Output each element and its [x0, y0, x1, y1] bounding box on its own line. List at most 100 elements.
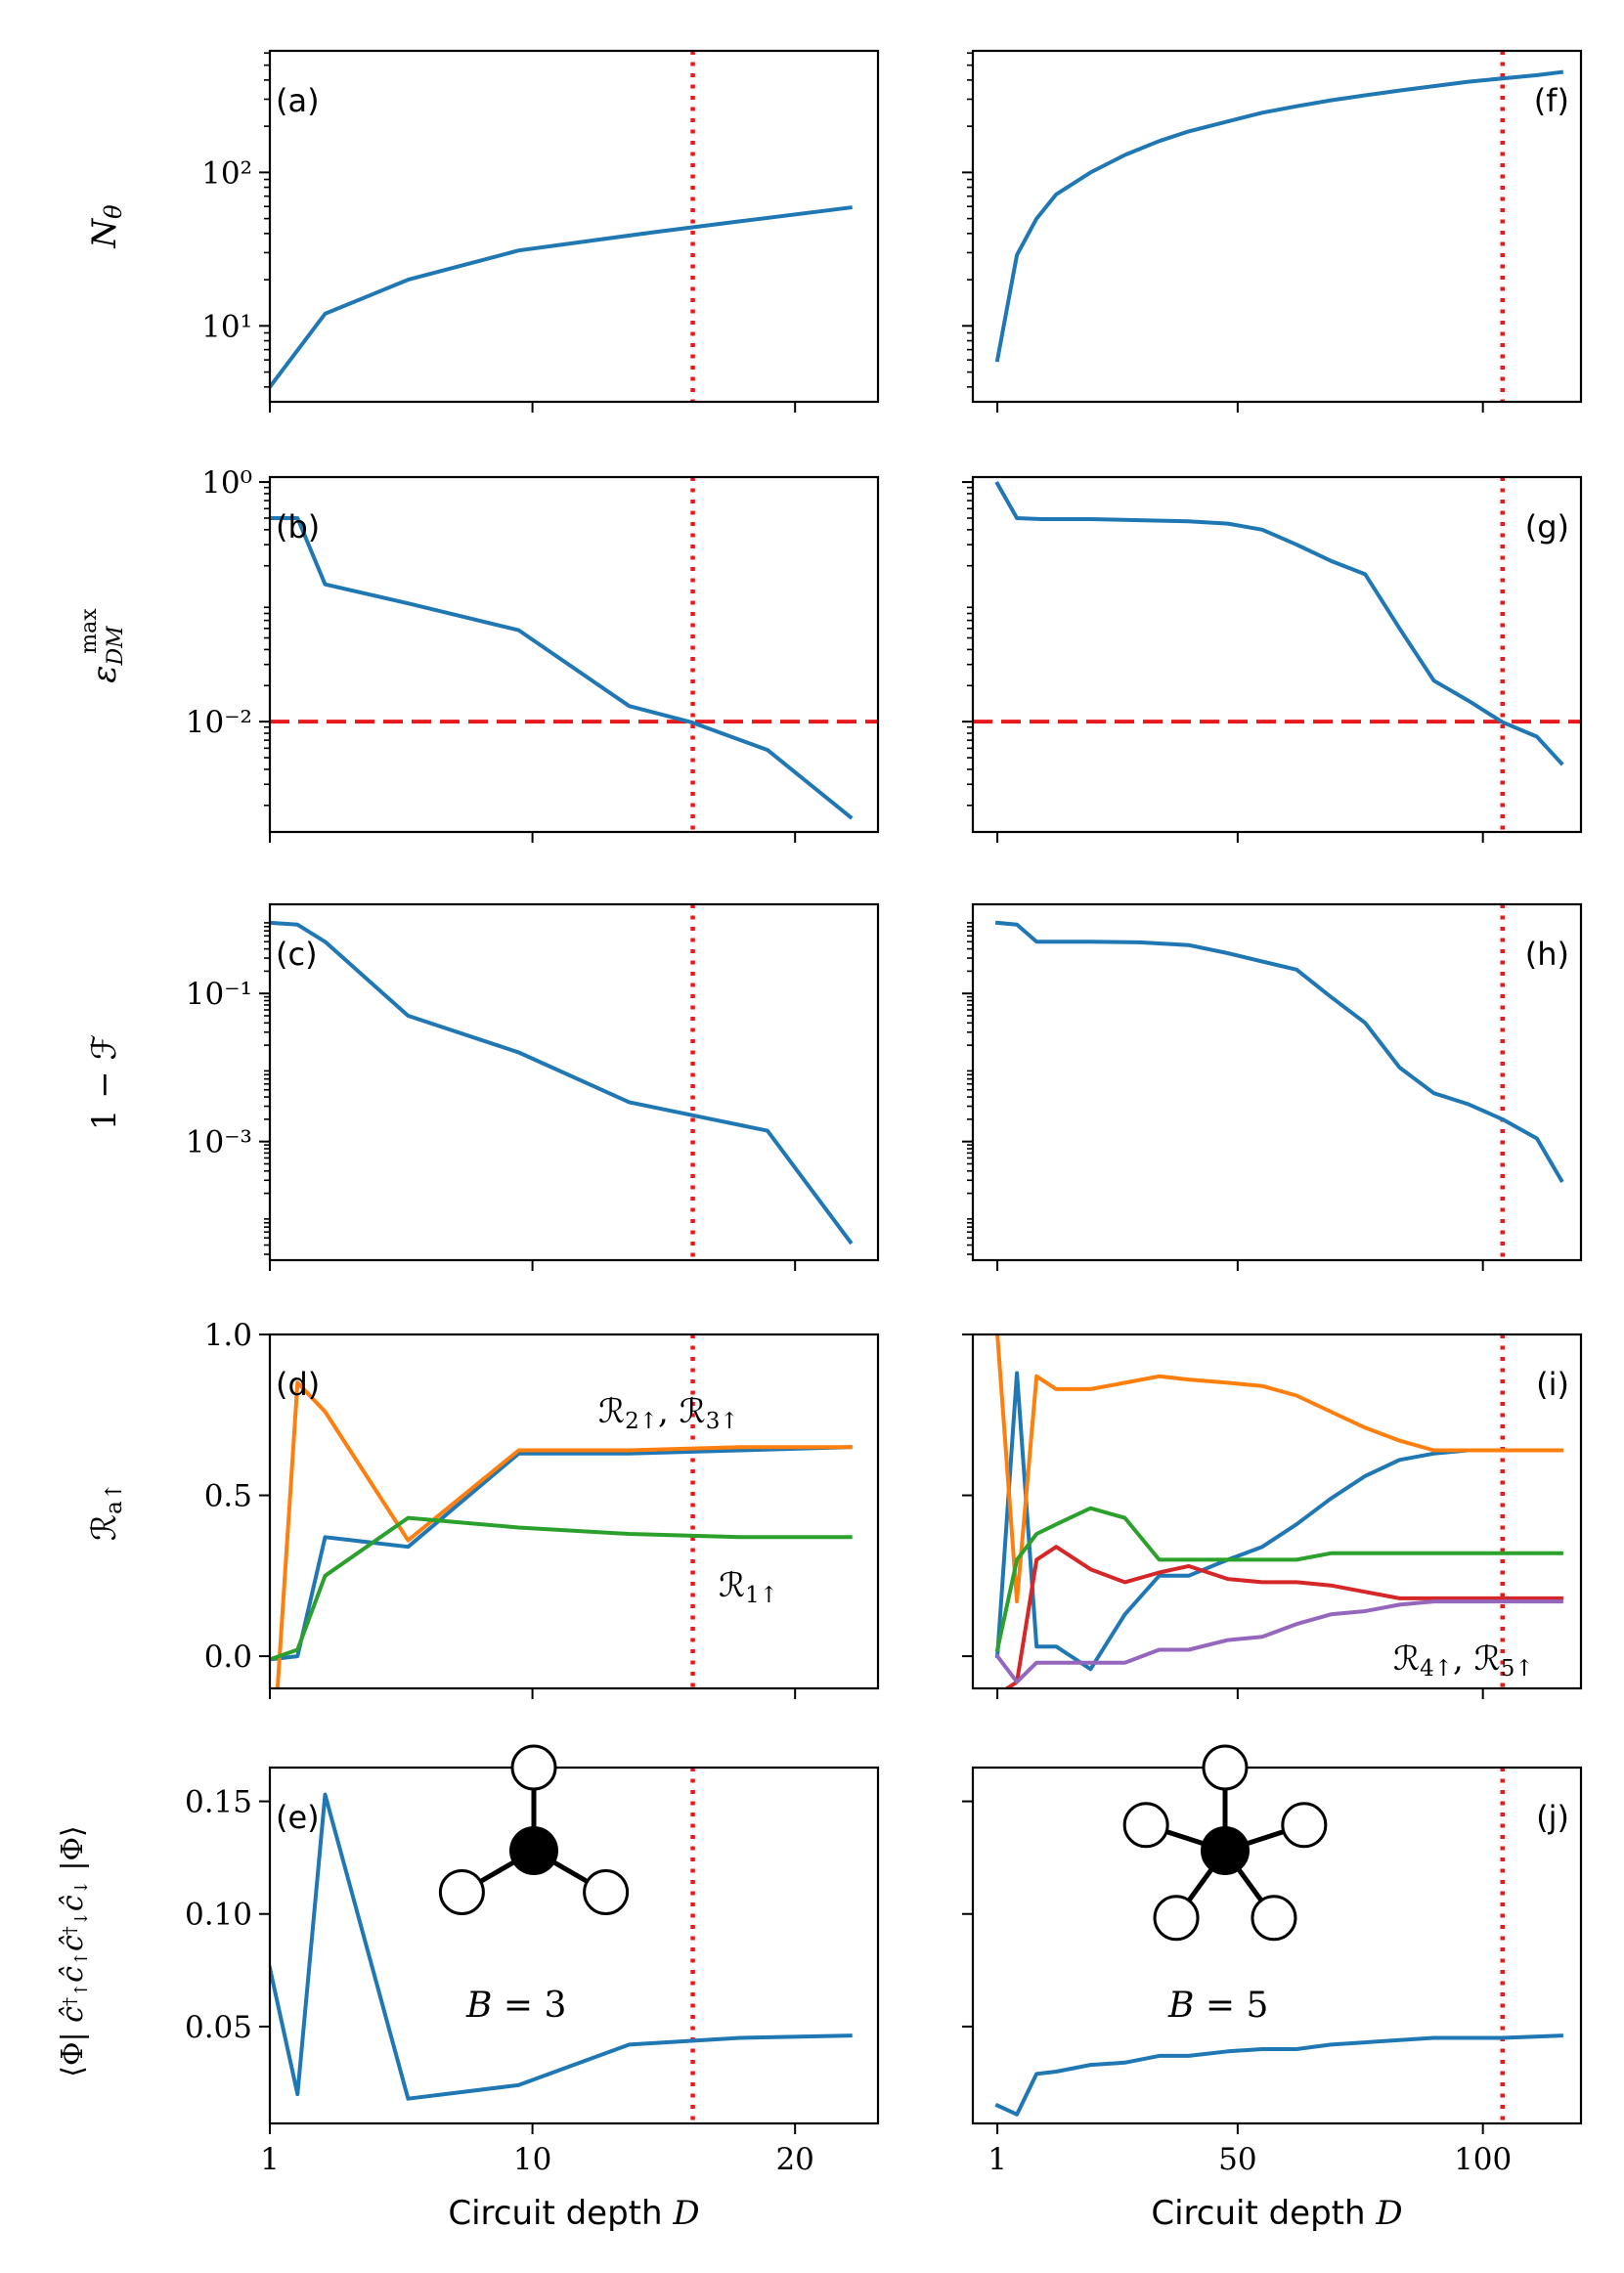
axes-frame — [268, 1333, 880, 1690]
series-group — [994, 69, 1564, 363]
panel-j: 1 50 100 (j) — [962, 1766, 1583, 2177]
y-axis-label: Nθ — [85, 204, 127, 249]
series-group — [270, 1792, 853, 2101]
panel-label: (a) — [276, 82, 320, 119]
series-line-blue — [994, 480, 1564, 766]
panel-label: (j) — [1536, 1799, 1569, 1836]
svg-text:max: max — [77, 608, 102, 654]
bath-site — [510, 1744, 557, 1791]
series-line-green — [994, 1506, 1563, 1652]
bath-site — [1281, 1802, 1328, 1849]
series-group — [270, 1380, 853, 1688]
panel-e: 0.05 0.10 0.15 1 10 20 (e) — [185, 1766, 880, 2177]
series-group — [994, 920, 1564, 1184]
panel-label: (b) — [276, 508, 320, 546]
panel-f: (f) — [962, 49, 1583, 413]
axes-frame — [268, 475, 880, 834]
bath-site — [1202, 1744, 1249, 1791]
series-line-orange — [995, 1334, 1563, 1604]
x-tick-label: 1 — [260, 2142, 280, 2177]
series-group — [270, 920, 854, 1246]
panel-b: 10⁰ 10⁻² (b) — [186, 465, 880, 843]
series-line-blue — [994, 920, 1564, 1184]
x-tick-label: 50 — [1218, 2142, 1256, 2177]
series-group — [994, 1334, 1563, 1688]
y-axis-label: ⟨Φ| ĉ†↑ĉ↑ĉ†↓ĉ↓ |Φ⟩ — [56, 1825, 92, 2077]
series-line-blue — [270, 516, 854, 820]
x-tick-label: 20 — [775, 2142, 813, 2177]
y-tick-label: 10⁻¹ — [186, 977, 252, 1012]
panel-d: 0.0 0.5 1.0 (d) — [204, 1318, 880, 1699]
svg-text:1 − ℱ: 1 − ℱ — [85, 1034, 124, 1130]
axes-frame — [971, 902, 1583, 1262]
y-tick-label: 0.0 — [204, 1639, 252, 1675]
panel-label: (i) — [1536, 1366, 1569, 1403]
panel-h: (h) — [962, 902, 1583, 1271]
axes-frame — [971, 49, 1583, 404]
panel-label: (f) — [1534, 82, 1569, 119]
axes-frame — [971, 475, 1583, 834]
bath-site — [583, 1869, 630, 1915]
molecule-b5-icon — [1122, 1744, 1328, 1942]
panel-g: (g) — [962, 475, 1583, 843]
annotation-r4-r5: ℛ4↑, ℛ5↑ — [1393, 1639, 1534, 1682]
y-axis-label: ℛa↑ — [85, 1482, 127, 1541]
bath-site — [438, 1869, 485, 1915]
panel-label: (g) — [1525, 508, 1569, 546]
svg-text:Nθ: Nθ — [85, 204, 127, 249]
series-group — [994, 2033, 1563, 2117]
bath-site — [1153, 1895, 1200, 1942]
series-line-blue — [270, 1792, 853, 2101]
panel-label: (e) — [276, 1799, 320, 1836]
series-line-purple — [994, 1599, 1563, 1684]
y-tick-label: 10¹ — [201, 309, 252, 344]
impurity-site — [509, 1826, 558, 1875]
svg-text:⟨Φ| ĉ†↑ĉ↑ĉ†↓ĉ↓ |Φ⟩: ⟨Φ| ĉ†↑ĉ↑ĉ†↓ĉ↓ |Φ⟩ — [56, 1825, 92, 2077]
axes-frame — [971, 1333, 1583, 1690]
x-tick-label: 100 — [1454, 2142, 1512, 2177]
y-tick-label: 10² — [201, 155, 252, 191]
series-line-blue — [270, 205, 853, 390]
series-line-red — [1004, 1545, 1563, 1688]
panel-label: (h) — [1525, 936, 1569, 973]
axes-frame — [268, 49, 880, 404]
series-group — [270, 516, 854, 820]
y-tick-label: 0.05 — [185, 2010, 252, 2045]
x-tick-label: 1 — [988, 2142, 1007, 2177]
y-tick-label: 10⁻² — [186, 705, 252, 740]
bath-site — [1122, 1802, 1169, 1849]
annotation-r2-r3: ℛ2↑, ℛ3↑ — [598, 1392, 739, 1434]
series-group — [270, 205, 853, 390]
y-tick-label: 10⁻³ — [186, 1125, 252, 1160]
impurity-site — [1201, 1826, 1250, 1875]
axes-frame — [268, 902, 880, 1262]
series-line-blue — [994, 69, 1564, 363]
y-tick-label: 10⁰ — [201, 465, 252, 501]
molecule-b3-icon — [438, 1744, 630, 1915]
panel-c: 10⁻¹ 10⁻³ (c) — [186, 902, 880, 1271]
series-line-blue — [270, 920, 854, 1246]
series-line-blue — [994, 2033, 1563, 2117]
panel-label: (c) — [276, 936, 318, 973]
y-tick-label: 0.10 — [185, 1898, 252, 1933]
x-axis-label-right: Circuit depth D — [1151, 2194, 1402, 2233]
series-line-blue — [994, 1371, 1563, 1672]
series-line-green — [270, 1515, 853, 1662]
series-group — [994, 480, 1564, 766]
panel-a: 10¹ 10² (a) — [201, 49, 880, 413]
y-tick-label: 0.15 — [185, 1785, 252, 1820]
y-tick-label: 0.5 — [204, 1479, 252, 1514]
panel-i: (i) — [962, 1333, 1583, 1699]
bath-site — [1251, 1895, 1297, 1942]
axes-frame — [268, 1766, 880, 2125]
y-axis-label: 1 − ℱ — [85, 1034, 124, 1130]
series-line-orange — [275, 1380, 853, 1688]
axes-frame — [971, 1766, 1583, 2125]
annotation-r1: ℛ1↑ — [719, 1566, 778, 1608]
x-axis-label-left: Circuit depth D — [448, 2194, 699, 2233]
inset-label-b3: B = 3 — [465, 1986, 566, 2026]
inset-label-b5: B = 5 — [1167, 1986, 1268, 2026]
x-tick-label: 10 — [513, 2142, 551, 2177]
